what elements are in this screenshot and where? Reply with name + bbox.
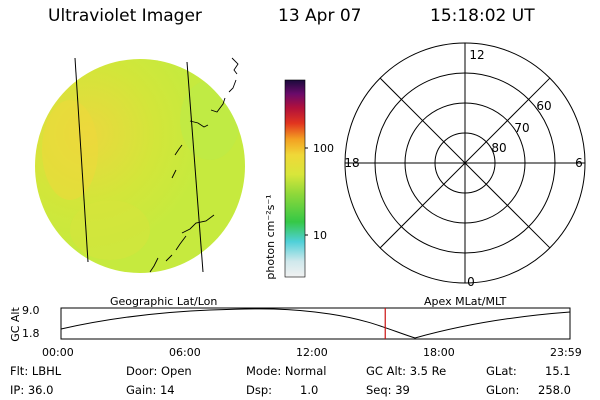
x-tick-0600: 06:00 — [169, 346, 201, 359]
sequence-info: Seq: 39 — [366, 383, 410, 397]
dsp-label: Dsp: — [246, 383, 273, 397]
geographic-label: Geographic Lat/Lon — [110, 295, 218, 308]
glat-value: 15.1 — [545, 364, 571, 378]
alt-y-bottom: 1.8 — [22, 327, 40, 340]
image-date: 13 Apr 07 — [278, 6, 362, 26]
glon-value: 258.0 — [538, 383, 571, 397]
altitude-frame — [60, 307, 571, 340]
alt-y-top: 9.0 — [22, 304, 40, 317]
mlt-label-18: 18 — [344, 156, 359, 170]
colorbar-unit-label: photon cm⁻²s⁻¹ — [264, 194, 277, 279]
door-info: Door: Open — [126, 364, 192, 378]
mlt-label-12: 12 — [469, 48, 484, 62]
filter-info: Flt: LBHL — [10, 364, 62, 378]
image-time: 15:18:02 UT — [430, 6, 535, 26]
earth-image-panel — [35, 57, 245, 273]
x-tick-1800: 18:00 — [423, 346, 455, 359]
meridian-line-right — [186, 61, 204, 273]
gain-info: Gain: 14 — [126, 383, 175, 397]
altitude-chart — [60, 307, 571, 340]
lat-label-70: 70 — [514, 121, 529, 135]
x-tick-2359: 23:59 — [550, 346, 582, 359]
glon-label: GLon: — [486, 383, 520, 397]
colorbar-label-100: 100 — [313, 142, 334, 155]
dsp-value: 1.0 — [300, 383, 319, 397]
mode-info: Mode: Normal — [246, 364, 327, 378]
glat-label: GLat: — [486, 364, 517, 378]
meridian-line-left — [74, 57, 89, 263]
orbit-altitude-curve — [60, 308, 571, 339]
ip-info: IP: 36.0 — [10, 383, 54, 397]
lat-label-80: 80 — [491, 141, 506, 155]
instrument-title: Ultraviolet Imager — [48, 6, 202, 26]
mlt-label-6: 6 — [575, 156, 583, 170]
polar-mlt-plot: 12 18 6 0 60 70 80 — [344, 42, 586, 289]
apex-label: Apex MLat/MLT — [424, 295, 507, 308]
mlt-label-0: 0 — [467, 275, 475, 289]
coastline-fragments — [149, 57, 239, 273]
lat-label-60: 60 — [536, 99, 551, 113]
x-tick-1200: 12:00 — [296, 346, 328, 359]
color-scale-bar: photon cm⁻²s⁻¹ — [264, 79, 308, 280]
x-tick-0000: 00:00 — [42, 346, 74, 359]
color-gradient — [284, 79, 306, 278]
polar-diagonal-2 — [379, 77, 551, 249]
colorbar-label-10: 10 — [313, 229, 327, 242]
gc-altitude-info: GC Alt: 3.5 Re — [366, 364, 447, 378]
